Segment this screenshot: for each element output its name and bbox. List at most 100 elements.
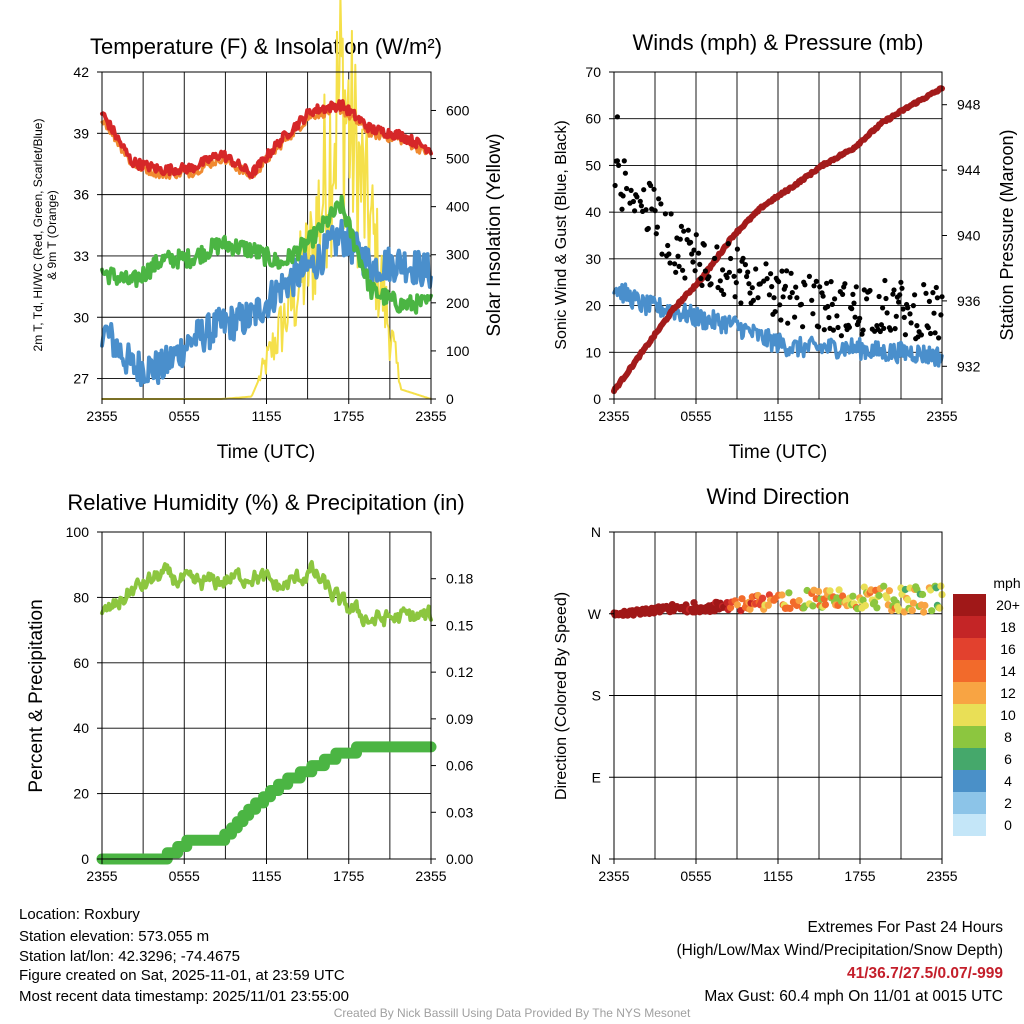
gust-point	[698, 275, 704, 282]
direction-point	[928, 607, 936, 615]
recent-data-text: Most recent data timestamp: 2025/11/01 2…	[19, 988, 349, 1005]
y-tick-label: 600	[446, 102, 470, 118]
x-tick-label: 1755	[844, 408, 875, 424]
y-tick-label: 30	[73, 309, 89, 325]
gust-point	[778, 317, 784, 323]
gust-point	[846, 324, 853, 330]
x-tick-label: 1755	[333, 868, 364, 884]
direction-point	[861, 601, 870, 610]
direction-point	[839, 592, 847, 600]
gust-point	[888, 327, 894, 333]
gust-point	[921, 282, 927, 288]
gust-point	[824, 280, 830, 286]
gust-point	[740, 255, 746, 261]
temp-x-ticks: 2355 0555 1155 1755 2355	[86, 399, 447, 424]
y-tick-label: 50	[585, 157, 601, 173]
gust-point	[624, 185, 630, 192]
y-tick-label: 0.18	[446, 571, 473, 587]
x-tick-label: 2355	[415, 868, 446, 884]
temp-ylabel-right: Solar Insolation (Yellow)	[484, 133, 505, 336]
gust-point	[893, 313, 899, 319]
direction-point	[909, 599, 918, 607]
gust-point-max	[614, 114, 621, 120]
y-tick-label: 944	[957, 162, 981, 178]
gust-point	[788, 270, 794, 276]
gust-point	[828, 279, 834, 285]
direction-point	[873, 604, 881, 612]
gust-point	[800, 324, 806, 330]
wind-ylabel-right: Station Pressure (Maroon)	[997, 129, 1017, 340]
gust-point	[794, 295, 800, 301]
gust-point	[816, 324, 822, 330]
gust-point	[857, 315, 863, 321]
gust-point	[745, 269, 751, 275]
gust-point	[645, 225, 651, 232]
direction-point	[883, 594, 891, 602]
legend-swatch	[953, 726, 986, 748]
gust-point	[901, 314, 907, 320]
x-tick-label: 2355	[926, 868, 957, 884]
gust-point	[693, 232, 699, 238]
legend-swatch	[953, 638, 986, 660]
gust-point	[648, 182, 654, 189]
legend-swatch	[953, 792, 986, 814]
gust-point	[829, 301, 835, 307]
dir-gridlines	[614, 532, 942, 859]
gust-point	[925, 325, 931, 331]
gust-point	[641, 187, 647, 193]
series-relative-humidity	[100, 560, 433, 628]
temp-ylabel-left-2: & 9m T (Orange)	[45, 190, 59, 280]
gust-point	[616, 162, 622, 168]
gust-point	[712, 255, 718, 261]
gust-point	[777, 302, 783, 308]
direction-point	[821, 601, 830, 609]
gust-point	[908, 320, 914, 326]
rh-ylabel-left: Percent & Precipitation	[26, 599, 47, 792]
legend-title: mph	[993, 575, 1020, 591]
gust-point	[813, 278, 819, 284]
x-tick-label: 2355	[926, 408, 957, 424]
gust-point	[897, 292, 903, 298]
gust-point	[923, 290, 929, 296]
gust-point	[932, 330, 938, 336]
gust-point	[914, 323, 920, 329]
y-tick-label: 10	[585, 344, 601, 360]
dir-left-ticks: N E S W N	[588, 524, 614, 867]
gust-point	[654, 224, 661, 230]
direction-point	[778, 591, 786, 599]
direction-point	[809, 602, 817, 610]
gust-point	[860, 327, 866, 333]
temp-left-ticks: 27 30 33 36 39 42	[73, 64, 102, 387]
legend-label: 0	[1004, 817, 1012, 833]
gust-point	[809, 297, 815, 303]
gust-point	[876, 293, 882, 300]
y-tick-label: 500	[446, 151, 470, 167]
direction-point	[746, 605, 754, 613]
gust-point	[718, 287, 725, 293]
gust-point	[673, 269, 679, 275]
y-tick-label: 0	[81, 851, 89, 867]
gust-point	[811, 283, 817, 289]
direction-point	[921, 601, 929, 610]
series-2m-temp	[100, 99, 433, 179]
direction-point	[919, 590, 927, 599]
legend-swatch	[953, 770, 986, 792]
gust-point	[859, 331, 865, 337]
wind-title: Winds (mph) & Pressure (mb)	[633, 30, 924, 55]
direction-point	[815, 588, 823, 596]
gust-point	[900, 306, 906, 312]
gust-point	[638, 203, 645, 209]
y-tick-label: 936	[957, 293, 981, 309]
gust-point	[637, 198, 643, 204]
direction-point	[738, 595, 746, 603]
gust-point	[691, 247, 697, 253]
humidity-panel: Relative Humidity (%) & Precipitation (i…	[26, 490, 473, 884]
gust-point	[842, 281, 848, 287]
gust-point	[690, 259, 696, 265]
gust-point	[726, 269, 733, 275]
gust-point	[715, 284, 721, 291]
direction-point	[859, 596, 867, 604]
gust-point	[884, 310, 890, 316]
extremes-subtitle: (High/Low/Max Wind/Precipitation/Snow De…	[676, 942, 1004, 959]
